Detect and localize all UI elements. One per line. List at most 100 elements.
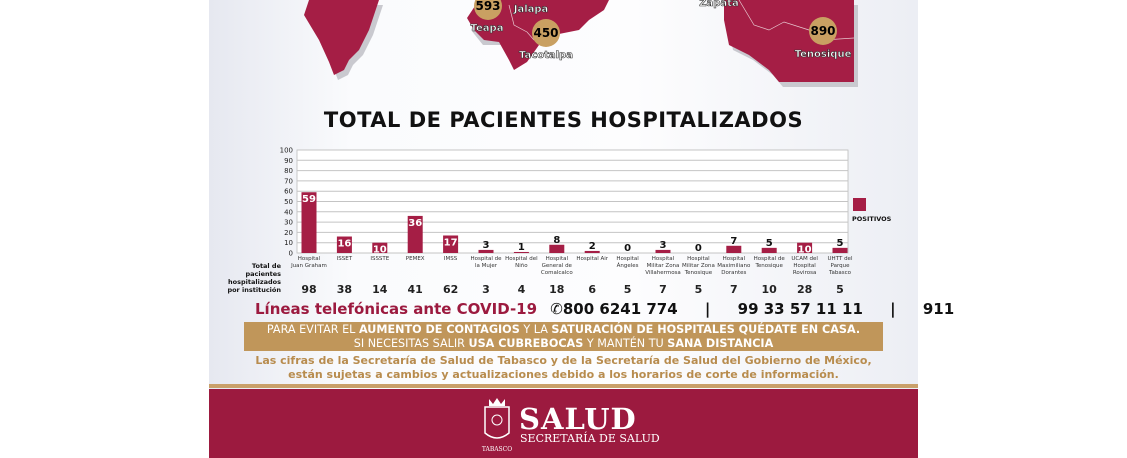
separator: | xyxy=(704,300,711,318)
category-label: ISSSTE xyxy=(370,256,389,262)
bar xyxy=(478,249,494,253)
totals-label: Total de pacientes hospitalizados por in… xyxy=(227,262,281,294)
total-value: 5 xyxy=(836,283,844,296)
total-value: 10 xyxy=(762,283,778,296)
separator: | xyxy=(890,300,896,318)
bar xyxy=(336,236,352,253)
data-label: 10 xyxy=(373,245,387,256)
brand-name: SALUD xyxy=(519,402,637,436)
total-value: 5 xyxy=(624,283,632,296)
brand-subtitle: SECRETARÍA DE SALUD xyxy=(520,432,660,445)
map-badge-teapa xyxy=(474,0,502,20)
divider xyxy=(209,384,918,388)
total-value: 41 xyxy=(408,283,423,296)
map-label-zapata: Zapata xyxy=(699,0,738,9)
data-label: 5 xyxy=(837,238,844,249)
category-label: Hospital Militar Zona Villahermosa xyxy=(645,256,681,276)
chart-title: TOTAL DE PACIENTES HOSPITALIZADOS xyxy=(323,108,804,132)
map-label-tacotalpa: Tacotalpa xyxy=(519,50,573,61)
banner-text: Y LA xyxy=(519,323,552,336)
total-value: 14 xyxy=(372,283,388,296)
category-label: ISSET xyxy=(337,256,353,262)
bar xyxy=(301,192,317,253)
total-value: 28 xyxy=(797,283,812,296)
bar xyxy=(655,249,671,253)
category-label: Hospital Air xyxy=(576,256,608,262)
category-label: PEMEX xyxy=(406,256,425,262)
total-value: 38 xyxy=(337,283,352,296)
category-label: Hospital del Niño xyxy=(505,256,538,269)
data-label: 3 xyxy=(483,240,490,251)
data-label: 7 xyxy=(730,236,737,247)
data-label: 59 xyxy=(302,194,316,205)
category-label: IMSS xyxy=(444,256,458,262)
bar xyxy=(761,247,777,253)
disclaimer-line: Las cifras de la Secretaría de Salud de … xyxy=(255,354,872,367)
bar xyxy=(549,244,565,253)
y-tick-label: 20 xyxy=(284,229,293,237)
legend-label: POSITIVOS xyxy=(852,215,892,223)
y-tick-label: 100 xyxy=(280,147,293,155)
banner-text: USA CUBREBOCAS xyxy=(468,337,584,350)
total-value: 5 xyxy=(695,283,703,296)
bar xyxy=(513,251,529,253)
data-label: 10 xyxy=(798,245,812,256)
disclaimer-line: están sujetas a cambios y actualizacione… xyxy=(288,368,839,381)
category-label: Hospital General de Comalcalco xyxy=(541,256,573,276)
data-label: 0 xyxy=(624,243,631,254)
infographic: 593 Teapa Jalapa 450 Tacotalpa Zapata 89… xyxy=(209,0,954,458)
map-badge-tenosique xyxy=(809,17,837,45)
total-value: 6 xyxy=(588,283,596,296)
category-label: Hospital Militar Zona Tenosique xyxy=(682,256,715,276)
banner-text: SANA DISTANCIA xyxy=(667,337,774,350)
data-label: 8 xyxy=(553,235,560,246)
map-value-teapa: 593 xyxy=(475,0,500,13)
data-label: 16 xyxy=(337,239,351,250)
data-label: 36 xyxy=(408,218,422,229)
total-value: 4 xyxy=(518,283,526,296)
bar xyxy=(372,242,388,253)
disclaimer: Las cifras de la Secretaría de Salud de … xyxy=(229,354,898,382)
total-value: 7 xyxy=(659,283,667,296)
map-label-teapa: Teapa xyxy=(471,23,504,34)
phone-number[interactable]: 99 33 57 11 11 xyxy=(737,300,863,318)
legend-swatch xyxy=(853,198,866,211)
category-label: Hospital de Tenosique xyxy=(754,256,786,269)
phone-number[interactable]: 800 6241 774 xyxy=(562,300,678,318)
banner-text: SI NECESITAS SALIR xyxy=(353,337,469,350)
footer: TABASCO SALUD SECRETARÍA DE SALUD xyxy=(209,389,918,458)
bar xyxy=(407,215,423,253)
phone-number[interactable]: 911 xyxy=(922,300,955,318)
map-value-tacotalpa: 450 xyxy=(533,26,558,40)
data-label: 0 xyxy=(695,243,702,254)
map-value-tenosique: 890 xyxy=(810,24,835,38)
y-tick-label: 70 xyxy=(284,177,293,185)
y-tick-label: 0 xyxy=(289,250,293,258)
y-tick-label: 80 xyxy=(284,167,293,175)
y-tick-label: 60 xyxy=(284,188,293,196)
total-value: 18 xyxy=(549,283,564,296)
map-label-jalapa: Jalapa xyxy=(513,4,549,15)
phone-lines-label: Líneas telefónicas ante COVID-19 xyxy=(255,300,538,318)
y-tick-label: 40 xyxy=(284,208,293,216)
y-tick-label: 10 xyxy=(284,239,293,247)
category-label: Hospital Juan Graham xyxy=(290,256,327,269)
data-label: 17 xyxy=(444,237,458,248)
banner-text: PARA EVITAR EL xyxy=(266,323,359,336)
banner-text: AUMENTO DE CONTAGIOS xyxy=(358,323,520,336)
y-tick-label: 90 xyxy=(284,157,293,165)
tabasco-seal-icon: TABASCO xyxy=(482,398,512,453)
bar xyxy=(584,250,600,253)
seal-text: TABASCO xyxy=(482,446,512,453)
bar xyxy=(726,245,742,253)
banner-text: SATURACIÓN DE HOSPITALES QUÉDATE EN CASA… xyxy=(551,323,861,336)
data-label: 3 xyxy=(660,240,667,251)
category-label: Hospital Maximiliano Dorantes xyxy=(717,256,751,276)
y-tick-label: 30 xyxy=(284,219,293,227)
tabasco-map: 593 Teapa Jalapa 450 Tacotalpa Zapata 89… xyxy=(304,0,858,87)
category-label: Hospital de la Mujer xyxy=(470,256,502,269)
total-value: 62 xyxy=(443,283,458,296)
stay-home-banner: PARA EVITAR EL AUMENTO DE CONTAGIOS Y LA… xyxy=(244,322,883,351)
total-value: 7 xyxy=(730,283,738,296)
